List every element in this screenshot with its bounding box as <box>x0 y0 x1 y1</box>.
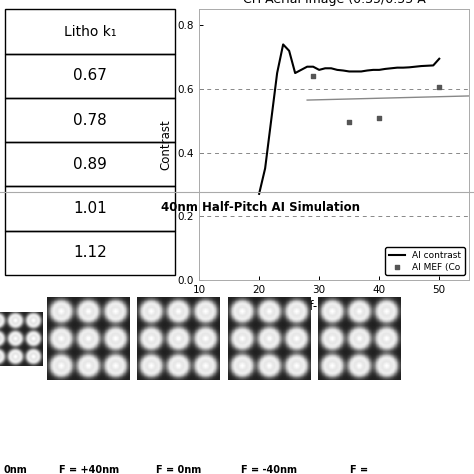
Text: 1.12: 1.12 <box>73 246 107 260</box>
AI contrast <box>286 48 292 54</box>
AI contrast <box>328 65 334 71</box>
AI contrast <box>334 67 340 73</box>
Bar <box>5 9 175 54</box>
AI contrast <box>298 67 304 73</box>
Text: 0.67: 0.67 <box>73 68 107 83</box>
Y-axis label: Contrast: Contrast <box>159 119 172 170</box>
X-axis label: Half-pitch (nm): Half-pitch (nm) <box>290 300 379 313</box>
AI contrast <box>376 67 382 73</box>
AI contrast <box>346 69 352 74</box>
AI contrast <box>430 63 436 68</box>
AI contrast <box>268 118 274 124</box>
Title: CH Aerial Image (0.35/0.55 A: CH Aerial Image (0.35/0.55 A <box>243 0 426 6</box>
Text: F =: F = <box>350 465 368 474</box>
Text: 0.89: 0.89 <box>73 157 107 172</box>
AI contrast <box>274 70 280 76</box>
AI contrast <box>388 65 394 71</box>
AI contrast <box>280 42 286 47</box>
AI contrast <box>419 63 424 69</box>
Text: F = -40nm: F = -40nm <box>241 465 297 474</box>
AI MEF (Co <box>375 114 383 122</box>
Text: 0nm: 0nm <box>3 465 27 474</box>
Text: 0.78: 0.78 <box>73 113 107 128</box>
AI contrast <box>401 65 406 71</box>
AI contrast <box>310 64 316 70</box>
AI contrast <box>383 66 388 72</box>
AI contrast <box>370 67 376 73</box>
AI contrast <box>406 64 412 70</box>
AI contrast <box>322 65 328 71</box>
AI contrast <box>394 65 400 71</box>
AI MEF (Co <box>310 73 317 80</box>
AI contrast <box>352 69 358 74</box>
AI contrast <box>437 56 442 62</box>
AI MEF (Co <box>436 83 443 91</box>
Line: AI contrast: AI contrast <box>259 45 439 194</box>
AI contrast <box>256 191 262 197</box>
AI contrast <box>340 68 346 73</box>
Legend: AI contrast, AI MEF (Co: AI contrast, AI MEF (Co <box>385 247 465 275</box>
Text: 40nm Half-Pitch AI Simulation: 40nm Half-Pitch AI Simulation <box>161 201 360 214</box>
AI contrast <box>262 165 268 171</box>
Text: F = +40nm: F = +40nm <box>59 465 119 474</box>
AI contrast <box>316 67 322 73</box>
AI contrast <box>365 68 370 73</box>
AI contrast <box>412 64 418 70</box>
Text: 1.01: 1.01 <box>73 201 107 216</box>
Text: F = 0nm: F = 0nm <box>156 465 201 474</box>
AI contrast <box>358 69 364 74</box>
Bar <box>5 54 175 98</box>
Bar <box>5 98 175 142</box>
Bar <box>5 186 175 231</box>
AI MEF (Co <box>346 118 353 126</box>
Bar <box>5 142 175 186</box>
Bar <box>5 231 175 275</box>
Text: Litho k₁: Litho k₁ <box>64 25 116 38</box>
AI contrast <box>292 70 298 76</box>
AI contrast <box>424 63 430 69</box>
AI contrast <box>304 64 310 70</box>
